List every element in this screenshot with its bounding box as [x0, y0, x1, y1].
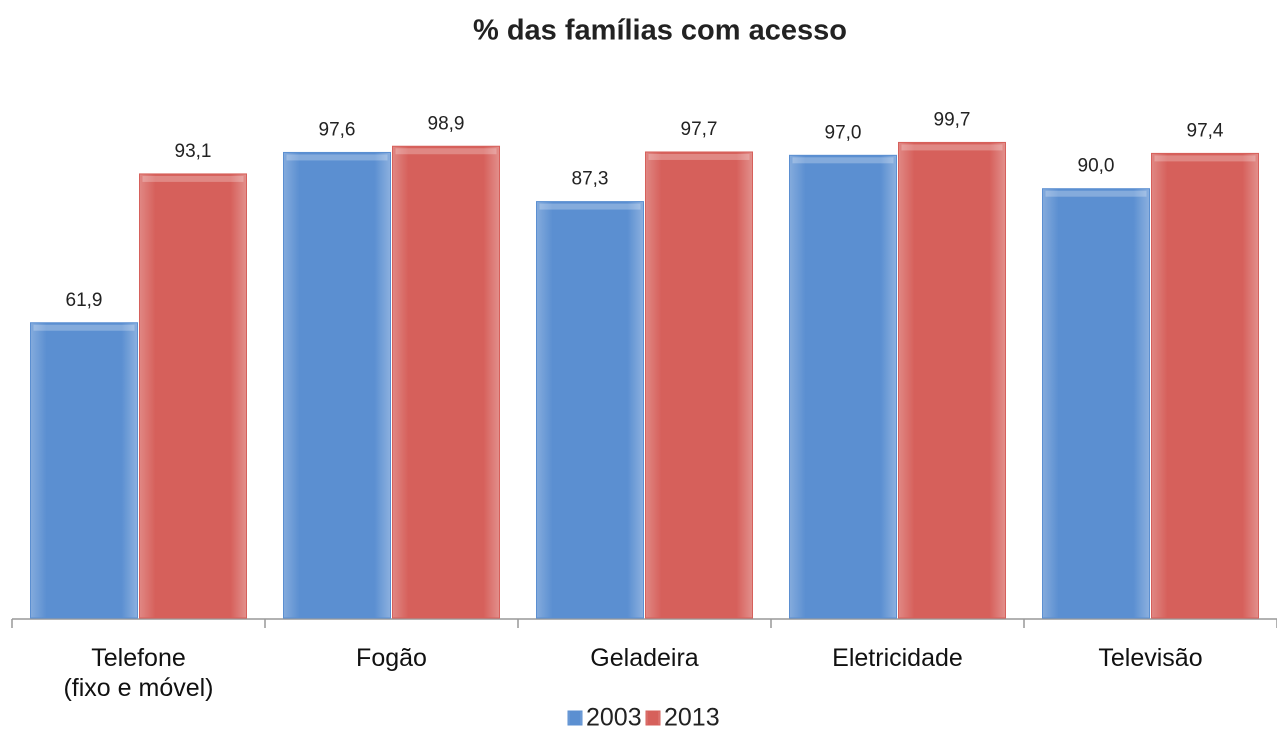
bar [898, 141, 1006, 619]
x-tick-label: Eletricidade [832, 644, 963, 672]
bar-bevel [539, 203, 641, 210]
bar-bevel [901, 144, 1003, 151]
value-label: 87,3 [572, 169, 609, 190]
x-tick-label: Fogão [356, 644, 427, 672]
bar [789, 154, 897, 619]
bar [645, 151, 753, 619]
bar [536, 201, 644, 619]
bar-bevel [648, 153, 750, 160]
bar-bevel [33, 324, 135, 331]
x-tick-label: Geladeira [590, 644, 699, 672]
value-label: 97,7 [681, 119, 718, 140]
value-label: 98,9 [428, 113, 465, 134]
bar-bevel [792, 157, 894, 164]
value-label: 93,1 [175, 141, 212, 162]
value-label: 99,7 [934, 109, 971, 130]
legend-swatch [567, 710, 583, 726]
chart-title: % das famílias com acesso [473, 15, 847, 47]
bar-bevel [1154, 155, 1256, 162]
bar-bevel [395, 148, 497, 155]
legend-swatch [645, 710, 661, 726]
bar [1151, 152, 1259, 619]
value-label: 90,0 [1078, 156, 1115, 177]
bar-bevel [142, 175, 244, 182]
bar-bevel [286, 154, 388, 161]
value-label: 97,4 [1187, 120, 1224, 141]
bar [392, 145, 500, 619]
value-label: 97,6 [319, 119, 356, 140]
value-label: 61,9 [66, 290, 103, 311]
bar [30, 322, 138, 619]
bar [1042, 188, 1150, 619]
value-label: 97,0 [825, 122, 862, 143]
x-tick-label: Televisão [1098, 644, 1203, 672]
bar-bevel [1045, 190, 1147, 197]
bar [283, 151, 391, 619]
bar [139, 173, 247, 619]
x-tick-label: Telefone (fixo e móvel) [63, 644, 214, 702]
legend-label: 2013 [664, 704, 720, 732]
legend-label: 2003 [586, 704, 642, 732]
